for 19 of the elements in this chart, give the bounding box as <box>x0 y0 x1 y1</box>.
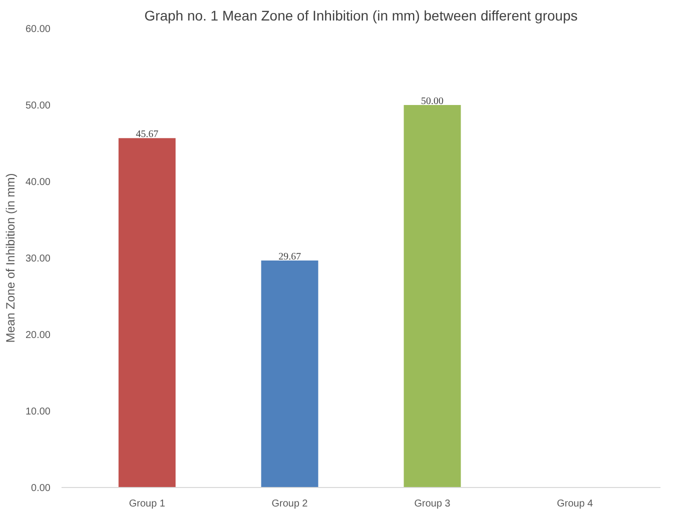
x-tick-label: Group 1 <box>129 498 166 510</box>
chart-title: Graph no. 1 Mean Zone of Inhibition (in mm) between different groups <box>144 8 578 24</box>
y-axis-title: Mean Zone of Inhibition (in mm) <box>3 173 18 343</box>
y-tick-label: 0.00 <box>31 483 51 494</box>
y-tick-label: 50.00 <box>25 100 51 112</box>
x-tick-label: Group 3 <box>414 498 451 510</box>
y-tick-label: 60.00 <box>25 24 51 35</box>
bar <box>404 105 461 488</box>
y-tick-label: 10.00 <box>25 406 51 418</box>
y-tick-label: 40.00 <box>25 177 51 188</box>
data-label: 45.67 <box>136 129 158 140</box>
data-label: 50.00 <box>421 96 444 107</box>
bar <box>261 260 318 488</box>
y-tick-label: 20.00 <box>25 330 51 341</box>
y-tick-label: 30.00 <box>25 254 51 264</box>
x-tick-label: Group 4 <box>556 498 594 510</box>
bar <box>118 138 176 488</box>
data-label: 29.67 <box>278 252 301 263</box>
x-tick-label: Group 2 <box>272 498 308 510</box>
